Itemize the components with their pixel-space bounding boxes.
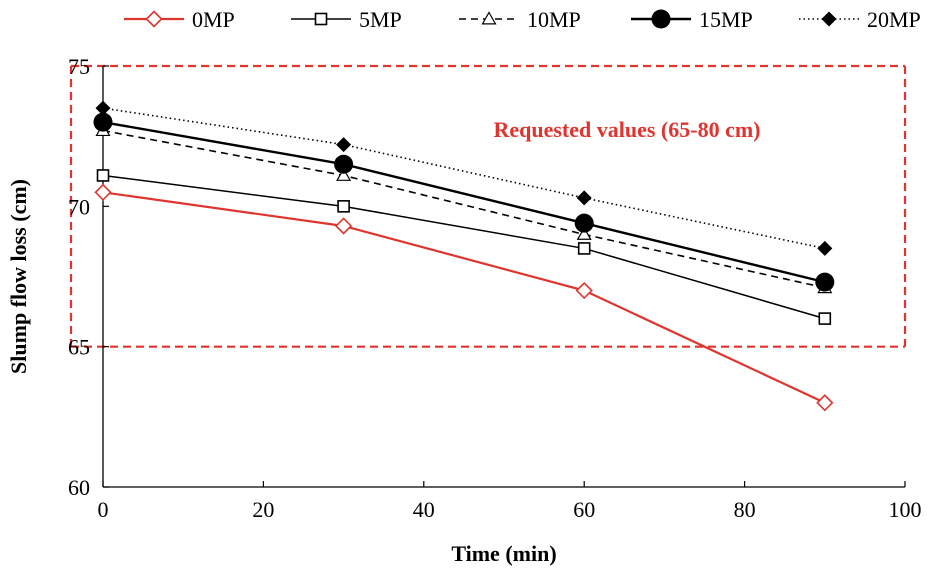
y-tick-label: 75 <box>68 54 90 79</box>
x-tick-label: 40 <box>413 497 435 522</box>
series-line-10MP <box>102 129 825 289</box>
data-point-0MP-90 <box>816 394 834 412</box>
series-line-15MP <box>102 120 826 284</box>
legend: 0MP 5MP 10MP 15MP 20MP <box>124 7 921 32</box>
data-point-0MP-30 <box>334 217 353 235</box>
data-point-10MP-60 <box>576 226 592 240</box>
data-point-0MP-60 <box>575 281 593 300</box>
legend-label-20MP: 20MP <box>867 7 921 32</box>
data-point-20MP-90 <box>817 240 833 256</box>
x-tick-label: 20 <box>252 497 274 522</box>
legend-label-0MP: 0MP <box>192 7 235 32</box>
legend-marker-10MP <box>481 11 497 25</box>
legend-item-10MP: 10MP <box>459 7 581 32</box>
x-tick-label: 80 <box>734 497 756 522</box>
series-line-5MP <box>102 174 826 320</box>
data-point-5MP-30 <box>337 200 350 213</box>
legend-marker-5MP <box>314 12 328 26</box>
series-line-0MP <box>102 191 826 404</box>
data-point-20MP-0 <box>95 100 111 116</box>
legend-label-10MP: 10MP <box>527 7 581 32</box>
series-group <box>93 100 835 412</box>
series-20MP <box>95 100 833 256</box>
legend-item-15MP: 15MP <box>631 7 753 32</box>
x-tick-label: 0 <box>98 497 109 522</box>
series-0MP <box>94 183 834 412</box>
requested-range-annotation: Requested values (65-80 cm) <box>493 117 760 142</box>
series-10MP <box>95 122 833 294</box>
data-point-15MP-30 <box>334 154 354 174</box>
data-point-5MP-60 <box>577 242 591 255</box>
series-5MP <box>96 169 832 325</box>
data-point-20MP-60 <box>576 190 592 206</box>
legend-marker-0MP <box>145 10 163 28</box>
data-point-5MP-90 <box>818 312 832 325</box>
legend-label-15MP: 15MP <box>699 7 753 32</box>
legend-item-0MP: 0MP <box>124 7 235 32</box>
series-15MP <box>93 112 835 292</box>
series-line-20MP <box>102 107 825 250</box>
data-point-15MP-60 <box>574 213 594 233</box>
data-point-5MP-0 <box>96 169 110 182</box>
requested-range-box <box>69 64 907 348</box>
data-point-15MP-0 <box>93 112 113 132</box>
data-point-10MP-30 <box>336 167 352 181</box>
legend-item-20MP: 20MP <box>799 7 921 32</box>
x-axis-title: Time (min) <box>451 541 556 566</box>
data-point-15MP-90 <box>815 272 835 292</box>
x-tick-label: 60 <box>573 497 595 522</box>
legend-item-5MP: 5MP <box>291 7 402 32</box>
data-point-20MP-30 <box>336 137 352 153</box>
legend-label-5MP: 5MP <box>359 7 402 32</box>
y-tick-label: 65 <box>68 335 90 360</box>
legend-marker-20MP <box>821 11 837 27</box>
y-axis-title: Slump flow loss (cm) <box>6 179 31 374</box>
data-point-0MP-0 <box>94 183 112 201</box>
legend-marker-15MP <box>651 9 671 29</box>
y-tick-label: 70 <box>68 194 90 219</box>
axes: 0 20 40 60 80 100 60 65 70 75 <box>68 54 922 522</box>
y-tick-label: 60 <box>68 475 90 500</box>
x-tick-label: 100 <box>889 497 922 522</box>
